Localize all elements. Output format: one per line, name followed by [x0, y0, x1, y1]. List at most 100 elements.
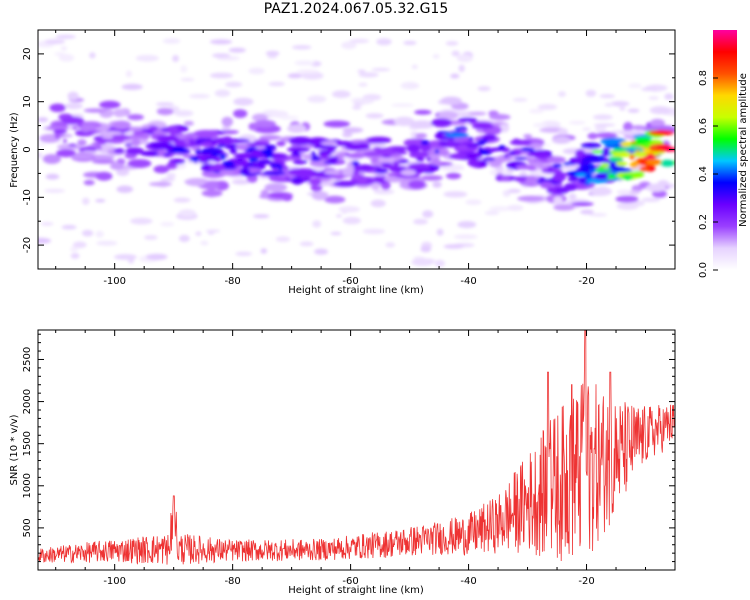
- heatmap-cell: [222, 136, 232, 141]
- heatmap-cell: [77, 139, 87, 147]
- heatmap-cell: [208, 163, 227, 172]
- heatmap-cell: [534, 150, 548, 157]
- colorbar: 0.0 0.2 0.4 0.6 0.8 Normalized spectral ampl…: [698, 30, 749, 278]
- heatmap-cell: [456, 145, 470, 151]
- heatmap-cell: [391, 149, 398, 154]
- colorbar-tick-label: 0.4: [698, 166, 709, 182]
- heatmap-cell: [44, 39, 65, 45]
- heatmap-cell: [149, 141, 175, 150]
- heatmap-cell: [529, 171, 542, 176]
- heatmap-cell: [517, 195, 545, 202]
- heatmap-cell: [135, 54, 159, 62]
- heatmap-cell: [641, 87, 657, 92]
- heatmap-cell: [471, 123, 494, 130]
- heatmap-cell: [465, 199, 482, 205]
- heatmap-cell: [585, 89, 597, 97]
- snr-series-line: [38, 330, 675, 565]
- heatmap-cell: [453, 234, 478, 240]
- heatmap-cell: [571, 201, 594, 207]
- heatmap-cell: [262, 170, 286, 176]
- snr-x-ticks: -100 -80 -60 -40 -20: [55, 330, 676, 587]
- heatmap-cell: [92, 159, 116, 164]
- heatmap-cell: [244, 142, 270, 147]
- snr-frame: [37, 329, 676, 571]
- heatmap-cell: [352, 105, 362, 110]
- heatmap-cell: [589, 187, 613, 196]
- heatmap-cell: [55, 34, 76, 39]
- heatmap-cell: [436, 228, 444, 236]
- heatmap-cell: [567, 176, 579, 182]
- y-tick-label: 2500: [22, 347, 33, 372]
- heatmap-cell: [97, 138, 111, 143]
- heatmap-cell: [125, 70, 132, 78]
- colorbar-tick-label: 0.0: [698, 262, 709, 278]
- x-tick-label: -80: [224, 576, 240, 587]
- heatmap-cell: [153, 165, 170, 174]
- heatmap-cell: [616, 202, 639, 210]
- heatmap-cell: [38, 237, 51, 244]
- heatmap-cell: [323, 160, 337, 165]
- heatmap-cell: [445, 172, 462, 180]
- heatmap-cell: [512, 138, 521, 145]
- heatmap-cell: [507, 188, 521, 194]
- heatmap-cell: [639, 166, 650, 172]
- heatmap-cell: [200, 141, 214, 148]
- heatmap-cell: [358, 82, 368, 87]
- heatmap-cell: [368, 165, 382, 169]
- heatmap-cell: [61, 224, 77, 230]
- heatmap-cell: [260, 248, 268, 254]
- heatmap-cell: [520, 147, 535, 152]
- heatmap-cell: [216, 144, 227, 148]
- heatmap-cell: [552, 163, 563, 169]
- heatmap-cell: [601, 163, 610, 168]
- x-tick-label: -40: [460, 276, 476, 287]
- heatmap-cell: [276, 141, 286, 147]
- heatmap-cell: [525, 175, 537, 184]
- snr-x-label: Height of straight line (km): [288, 585, 424, 596]
- heatmap-cell: [615, 161, 628, 167]
- heatmap-cell: [95, 199, 106, 203]
- heatmap-cell: [628, 83, 642, 89]
- heatmap-cell: [83, 179, 95, 186]
- heatmap-cell: [507, 204, 524, 211]
- heatmap-cell: [287, 73, 303, 79]
- heatmap-cell: [173, 197, 191, 203]
- heatmap-cell: [38, 152, 43, 159]
- heatmap-cell: [214, 180, 229, 191]
- heatmap-cell: [235, 251, 253, 256]
- heatmap-cell: [254, 119, 276, 128]
- heatmap-cell: [381, 163, 392, 167]
- heatmap-cell: [312, 220, 322, 228]
- heatmap-cell: [648, 130, 675, 136]
- heatmap-cell: [650, 147, 665, 152]
- heatmap-cell: [178, 209, 196, 217]
- heatmap-cell: [519, 171, 528, 177]
- heatmap-cell: [587, 163, 594, 167]
- y-tick-label: 20: [22, 48, 33, 61]
- heatmap-cell: [220, 154, 227, 160]
- heatmap-cell: [45, 173, 60, 180]
- heatmap-cell: [440, 164, 465, 172]
- heatmap-cell: [376, 38, 392, 46]
- heatmap-cell: [445, 41, 459, 46]
- heatmap-cell: [248, 162, 253, 166]
- heatmap-cell: [365, 113, 384, 119]
- heatmap-cell: [127, 114, 144, 121]
- heatmap-cell: [432, 54, 440, 59]
- heatmap-cell: [222, 161, 235, 167]
- heatmap-cell: [198, 160, 209, 164]
- heatmap-cell: [641, 197, 661, 202]
- heatmap-cell: [420, 245, 432, 253]
- y-tick-label: 1000: [22, 473, 33, 498]
- heatmap-cell: [286, 146, 311, 153]
- heatmap-cell: [357, 175, 368, 185]
- heatmap-cell: [648, 96, 659, 100]
- heatmap-cell: [443, 244, 464, 249]
- heatmap-cell: [239, 167, 251, 177]
- heatmap-cell: [620, 141, 632, 147]
- heatmap-cell: [575, 173, 587, 176]
- heatmap-cell: [451, 50, 460, 57]
- heatmap-cell: [629, 154, 635, 160]
- heatmap-cell: [646, 158, 662, 166]
